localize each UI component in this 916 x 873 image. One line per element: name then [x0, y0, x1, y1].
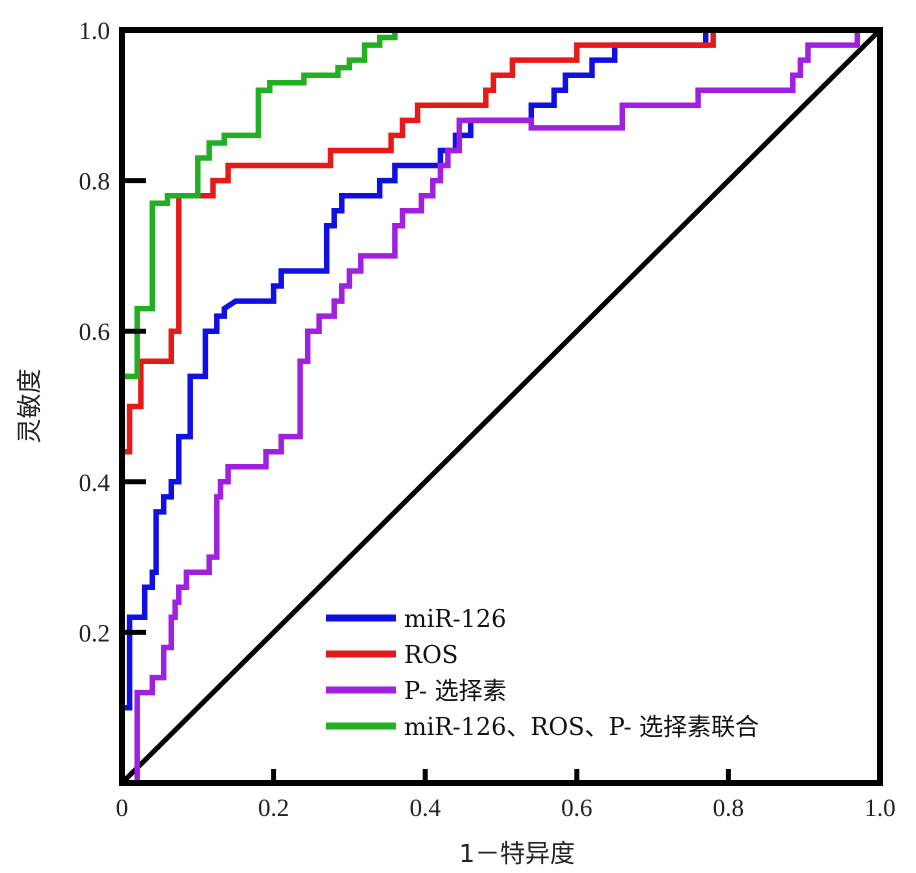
x-tick-label: 0.6: [561, 795, 592, 822]
x-tick-label: 0.8: [713, 795, 744, 822]
reference-diagonal-line: [120, 28, 882, 785]
series-line-1: [119, 27, 880, 783]
y-tick-label: 1.0: [79, 18, 110, 45]
plot-frame: [119, 27, 883, 786]
series-line-4: [119, 27, 880, 783]
legend-label-1: miR-126: [404, 605, 506, 633]
legend-label-2: ROS: [404, 641, 458, 669]
x-tick-label: 0.2: [258, 795, 289, 822]
x-axis-label: 1－特异度: [459, 839, 575, 868]
x-tick-label: 1.0: [864, 795, 895, 822]
x-tick-label: 0: [116, 795, 129, 822]
x-tick-label: 0.4: [410, 795, 442, 822]
y-tick-label: 0.6: [79, 319, 110, 346]
y-axis-label: 灵敏度: [15, 368, 44, 443]
series-line-3: [122, 27, 880, 786]
series-layer: [119, 27, 882, 786]
legend-label-3: P- 选择素: [404, 677, 507, 705]
y-tick-label: 0.8: [79, 169, 110, 196]
y-tick-label: 0.2: [79, 620, 110, 647]
legend: miR-126 ROS P- 选择素 miR-126、ROS、P- 选择素联合: [326, 605, 759, 741]
y-tick-label: 0.4: [79, 470, 111, 497]
axes-frame: [119, 27, 883, 786]
legend-label-4: miR-126、ROS、P- 选择素联合: [404, 713, 759, 741]
axis-ticks: 0 0.2 0.4 0.6 0.8 1.0 0.2 0.4 0.6 0.8 1.0: [79, 18, 896, 822]
series-line-2: [119, 27, 880, 783]
